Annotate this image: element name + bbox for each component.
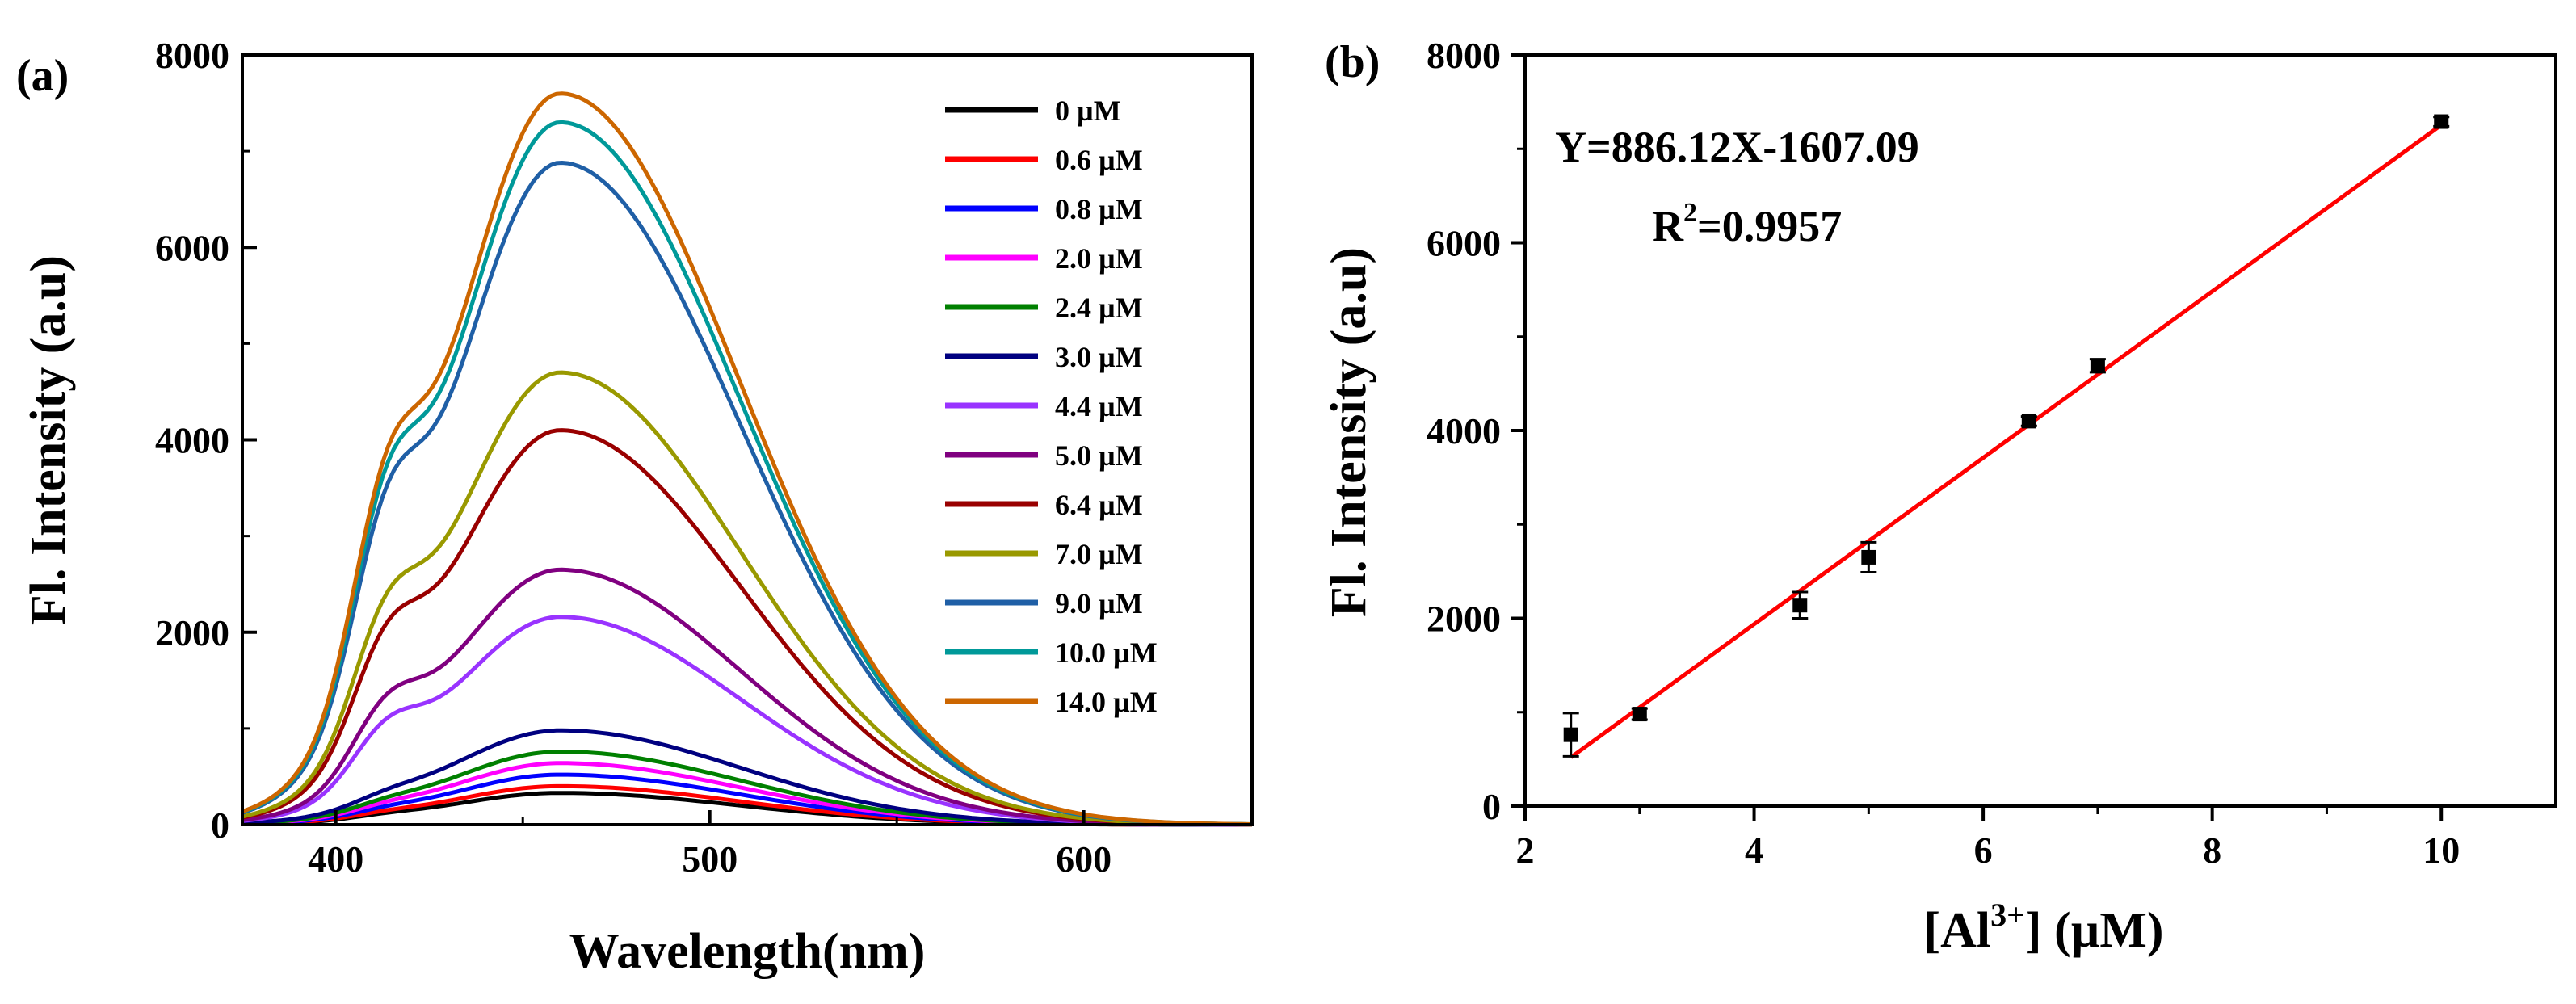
legend-entry: 6.4 µM	[1055, 489, 1143, 521]
legend-entry: 4.4 µM	[1055, 390, 1143, 422]
panel-a-y-tick-label: 4000	[155, 420, 229, 461]
legend-entry: 9.0 µM	[1055, 587, 1143, 620]
legend-entry: 7.0 µM	[1055, 538, 1143, 570]
data-point	[1563, 727, 1578, 742]
panel-b-x-axis-label-sup: 3+	[1990, 897, 2025, 933]
fit-equation: Y=886.12X-1607.09	[1555, 123, 1919, 171]
panel-a-y-tick-label: 0	[211, 804, 229, 846]
panel-b-x-tick-label: 4	[1745, 830, 1763, 871]
panel-b-ticks: 2 4 6 8 10 0 2000 4000 6000 8000	[1427, 35, 2460, 871]
legend-entry: 5.0 µM	[1055, 439, 1143, 472]
data-point	[2090, 358, 2105, 373]
panel-a-x-axis-label: Wavelength(nm)	[569, 924, 926, 979]
legend-entry: 0.8 µM	[1055, 193, 1143, 225]
data-point	[2434, 114, 2449, 129]
panel-b-y-tick-label: 6000	[1427, 223, 1501, 264]
panel-b-x-tick-label: 10	[2423, 830, 2460, 871]
data-point	[1792, 598, 1808, 613]
panel-a-y-axis-label: Fl. Intensity (a.u)	[21, 255, 76, 625]
legend-entry: 0 µM	[1055, 95, 1121, 127]
data-point	[1861, 549, 1876, 565]
legend-entry: 10.0 µM	[1055, 636, 1158, 669]
r-squared: R2=0.9957	[1652, 198, 1842, 250]
panel-b-y-tick-label: 0	[1482, 786, 1501, 827]
legend-entry: 2.0 µM	[1055, 242, 1143, 275]
panel-a-x-tick-label: 400	[308, 838, 363, 880]
panel-b-y-tick-label: 8000	[1427, 35, 1501, 76]
panel-b-label: (b)	[1325, 37, 1380, 87]
panel-b-x-tick-label: 8	[2203, 830, 2221, 871]
panel-a-y-tick-label: 2000	[155, 612, 229, 653]
panel-a-x-tick-label: 600	[1056, 838, 1112, 880]
panel-b-y-tick-label: 4000	[1427, 410, 1501, 452]
panel-b-y-axis-label: Fl. Intensity (a.u)	[1322, 247, 1376, 617]
r-squared-post: =0.9957	[1697, 202, 1842, 250]
panel-b-x-tick-label: 6	[1974, 830, 1993, 871]
panel-a-y-tick-label: 8000	[155, 35, 229, 76]
panel-b-y-tick-label: 2000	[1427, 599, 1501, 640]
legend-entry: 2.4 µM	[1055, 292, 1143, 324]
r-squared-pre: R	[1652, 202, 1684, 250]
panel-b-points	[1562, 114, 2450, 758]
data-point	[1632, 707, 1647, 722]
fit-line	[1570, 123, 2443, 759]
legend-entry: 0.6 µM	[1055, 144, 1143, 176]
panel-b-fit	[1570, 123, 2443, 759]
panel-b-x-axis-label-post: ] (µM)	[2025, 903, 2164, 958]
legend-entry: 14.0 µM	[1055, 686, 1158, 718]
panel-a-label: (a)	[16, 51, 69, 101]
data-point	[2021, 414, 2036, 429]
panel-a-legend: 0 µM 0.6 µM 0.8 µM 2.0 µM 2.4 µM 3.0 µM 4.4 µM…	[945, 95, 1158, 718]
legend-entry: 3.0 µM	[1055, 341, 1143, 373]
panel-a-y-tick-label: 6000	[155, 227, 229, 268]
r-squared-sup: 2	[1683, 198, 1697, 228]
panel-b-x-tick-label: 2	[1516, 830, 1535, 871]
panel-a-x-tick-label: 500	[682, 838, 738, 880]
panel-b-x-axis-label-pre: [Al	[1923, 903, 1990, 958]
panel-b-x-axis-label: [Al3+] (µM)	[1923, 897, 2163, 958]
